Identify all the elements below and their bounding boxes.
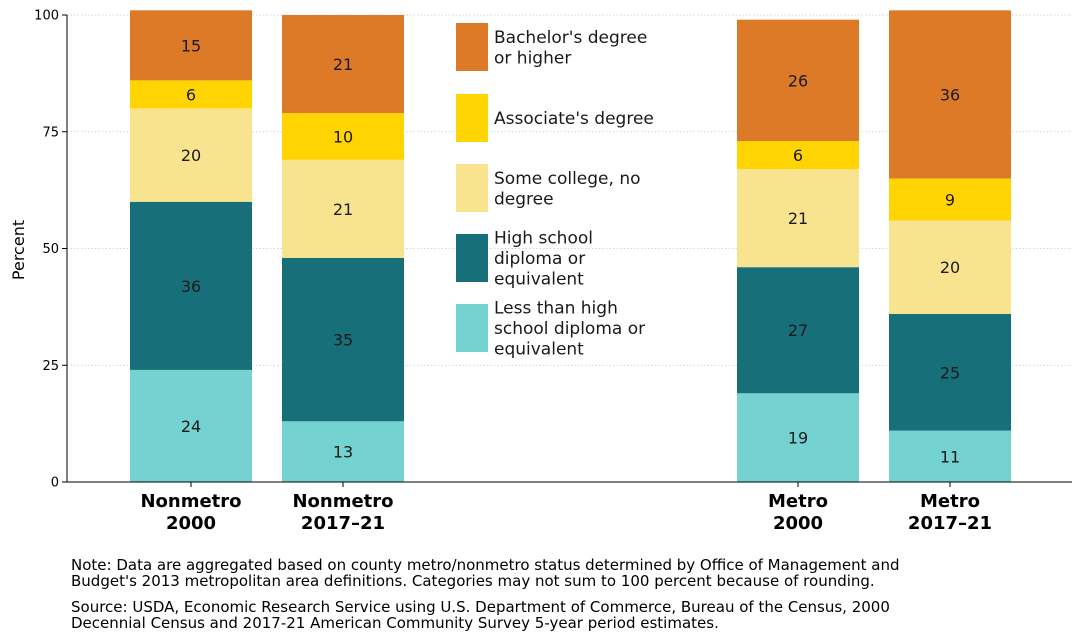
bar-segment — [737, 393, 859, 482]
bar-value-label: 36 — [181, 277, 201, 296]
bar-value-label: 13 — [333, 443, 353, 462]
legend-label: or higher — [494, 48, 571, 68]
y-axis-label: Percent — [9, 220, 28, 280]
bar-value-label: 15 — [181, 36, 201, 55]
chart-note: Note: Data are aggregated based on count… — [71, 557, 1051, 589]
bar-segment — [737, 267, 859, 394]
x-tick-label-line2: 2000 — [773, 513, 823, 534]
bar-segment — [889, 178, 1011, 221]
y-tick-label-25: 25 — [42, 359, 59, 374]
note-line-1: Note: Data are aggregated based on count… — [71, 556, 900, 574]
bar-segment — [737, 19, 859, 142]
y-tick-label-0: 0 — [51, 476, 59, 491]
y-tick-label-75: 75 — [42, 125, 59, 140]
bar-value-label: 25 — [940, 363, 960, 382]
bar-segment — [282, 113, 404, 160]
legend-label: equivalent — [494, 270, 584, 290]
bar-segment — [889, 430, 1011, 482]
x-tick-label-line1: Nonmetro — [292, 491, 393, 512]
bar-value-label: 27 — [788, 321, 808, 340]
bar-value-label: 36 — [940, 85, 960, 104]
bar-segment — [282, 257, 404, 422]
bar-segment — [282, 15, 404, 114]
bar-segment — [130, 10, 252, 81]
bar-value-label: 6 — [793, 146, 803, 165]
bar-value-label: 10 — [333, 127, 353, 146]
y-tick-label-50: 50 — [42, 242, 59, 257]
bar-value-label: 20 — [181, 146, 201, 165]
bar-value-label: 21 — [788, 209, 808, 228]
bar-segment — [889, 313, 1011, 431]
legend-label: Less than high — [494, 299, 618, 319]
bar-value-label: 26 — [788, 71, 808, 90]
legend-swatch — [456, 234, 488, 282]
bar-value-label: 9 — [945, 190, 955, 209]
bar-segment — [130, 369, 252, 482]
bar-value-label: 20 — [940, 258, 960, 277]
bar-segment — [737, 169, 859, 268]
bar-segment — [282, 159, 404, 258]
bar-value-label: 6 — [186, 85, 196, 104]
chart-source: Source: USDA, Economic Research Service … — [71, 599, 1051, 631]
bar-value-label: 21 — [333, 200, 353, 219]
bar-value-label: 11 — [940, 447, 960, 466]
source-line-1: Source: USDA, Economic Research Service … — [71, 598, 890, 616]
legend-label: equivalent — [494, 340, 584, 360]
bar-segment — [130, 108, 252, 202]
legend-label: Some college, no — [494, 169, 641, 189]
legend-label: diploma or — [494, 249, 585, 269]
bar-segment — [130, 80, 252, 109]
bar-value-label: 19 — [788, 429, 808, 448]
stacked-bar-chart: 0255075100Percent243620615Nonmetro200013… — [9, 9, 1072, 534]
legend-swatch — [456, 164, 488, 212]
x-tick-label-line1: Nonmetro — [140, 491, 241, 512]
bar-value-label: 24 — [181, 417, 201, 436]
legend-label: school diploma or — [494, 319, 645, 339]
source-line-2: Decennial Census and 2017-21 American Co… — [71, 614, 719, 632]
bar-segment — [282, 421, 404, 482]
bar-segment — [130, 201, 252, 370]
bar-segment — [737, 141, 859, 170]
legend-label: degree — [494, 189, 554, 209]
x-tick-label-line2: 2017–21 — [301, 513, 385, 534]
x-tick-label-line1: Metro — [920, 491, 980, 512]
legend-swatch — [456, 23, 488, 71]
x-tick-label-line1: Metro — [768, 491, 828, 512]
legend-swatch — [456, 94, 488, 142]
note-line-2: Budget's 2013 metropolitan area definiti… — [71, 572, 875, 590]
bar-value-label: 35 — [333, 331, 353, 350]
legend-label: Bachelor's degree — [494, 28, 647, 48]
x-tick-label-line2: 2000 — [166, 513, 216, 534]
bar-value-label: 21 — [333, 55, 353, 74]
y-tick-label-100: 100 — [34, 9, 59, 24]
bar-segment — [889, 220, 1011, 314]
legend-label: Associate's degree — [494, 109, 654, 129]
legend-swatch — [456, 304, 488, 352]
bar-segment — [889, 10, 1011, 179]
legend-label: High school — [494, 229, 593, 249]
x-tick-label-line2: 2017–21 — [908, 513, 992, 534]
